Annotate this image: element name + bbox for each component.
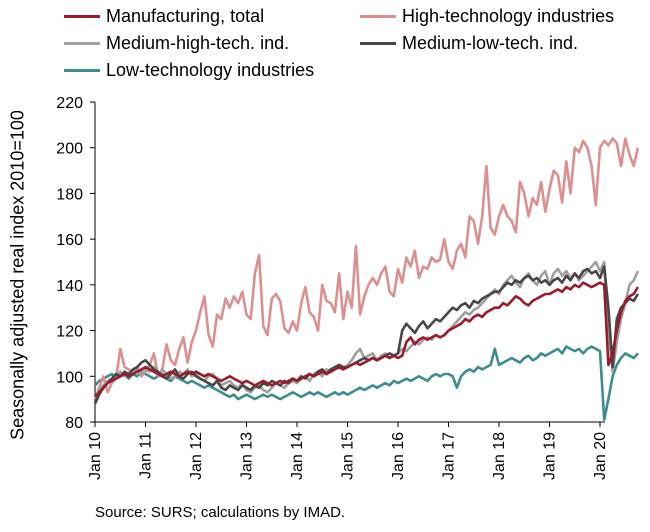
- x-tick-label: Jan 20: [592, 432, 609, 480]
- legend-item-medium-low-tech: Medium-low-tech. ind.: [360, 33, 578, 54]
- y-axis-ticks: 80 100 120 140 160 180 200 220: [56, 95, 95, 432]
- legend-item-high-tech: High-technology industries: [360, 6, 614, 27]
- x-tick-label: Jan 14: [289, 432, 306, 480]
- legend-label: Medium-low-tech. ind.: [402, 33, 579, 53]
- x-tick-label: Jan 10: [87, 432, 104, 480]
- legend-label: Medium-high-tech. ind.: [106, 33, 290, 53]
- legend-item-manufacturing-total: Manufacturing, total: [64, 6, 264, 27]
- y-tick-label: 100: [56, 369, 83, 386]
- legend-swatch: [64, 15, 100, 18]
- legend-swatch: [360, 15, 396, 18]
- x-tick-label: Jan 18: [491, 432, 508, 480]
- x-tick-label: Jan 11: [138, 432, 155, 479]
- source-note: Source: SURS; calculations by IMAD.: [95, 504, 346, 521]
- legend-swatch: [64, 69, 100, 72]
- y-tick-label: 120: [56, 324, 83, 341]
- y-tick-label: 200: [56, 141, 83, 158]
- series-line-manufacturing-total: [94, 281, 640, 398]
- y-axis-label: Seasonally adjusted real index 2010=100: [7, 110, 28, 440]
- x-axis-ticks: Jan 10 Jan 11 Jan 12 Jan 13 Jan 14 Jan 15 Jan …: [87, 422, 609, 480]
- series-line-high-technology-industries: [93, 137, 640, 400]
- y-tick-label: 220: [56, 95, 83, 112]
- x-tick-label: Jan 16: [390, 432, 407, 480]
- plot-lines: [93, 137, 640, 422]
- series-line-low-technology-industries: [94, 345, 639, 422]
- legend-item-medium-high-tech: Medium-high-tech. ind.: [64, 33, 289, 54]
- legend: Manufacturing, total High-technology ind…: [60, 4, 645, 84]
- legend-swatch: [64, 42, 100, 45]
- legend-label: Manufacturing, total: [106, 6, 265, 26]
- y-tick-label: 80: [65, 415, 83, 432]
- legend-swatch: [360, 42, 396, 45]
- series-line-medium-low-tech-ind: [93, 265, 640, 405]
- y-tick-label: 180: [56, 186, 83, 203]
- legend-label: High-technology industries: [402, 6, 615, 26]
- legend-item-low-tech: Low-technology industries: [64, 60, 314, 81]
- x-tick-label: Jan 15: [340, 432, 357, 480]
- chart-axes: [94, 102, 605, 423]
- y-tick-label: 160: [56, 232, 83, 249]
- x-tick-label: Jan 19: [542, 432, 559, 480]
- x-tick-label: Jan 12: [188, 432, 205, 480]
- y-tick-label: 140: [56, 278, 83, 295]
- x-tick-label: Jan 13: [239, 432, 256, 480]
- x-tick-label: Jan 17: [441, 432, 458, 480]
- legend-label: Low-technology industries: [106, 60, 315, 80]
